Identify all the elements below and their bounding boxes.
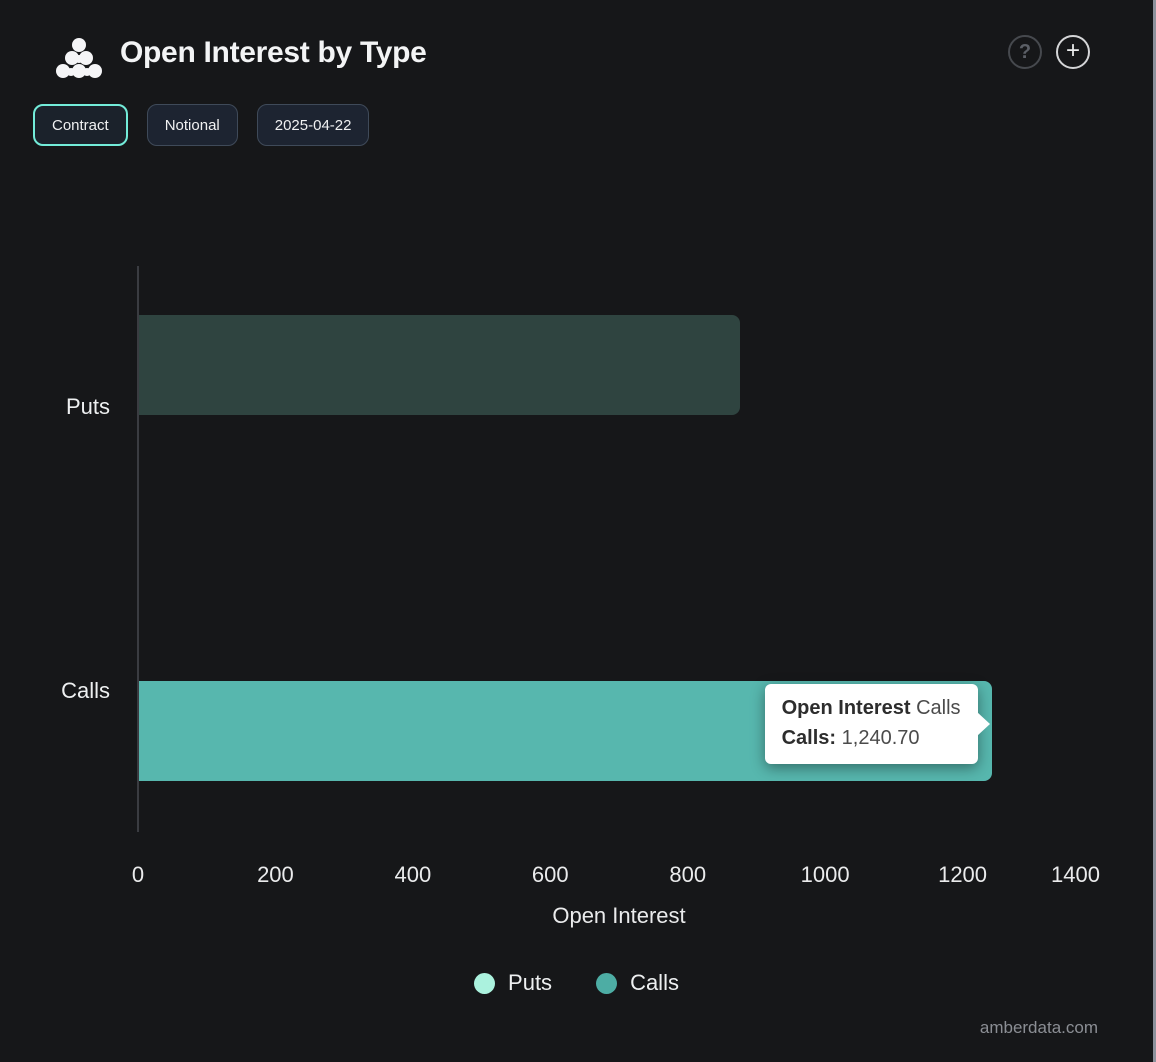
legend-item-puts[interactable]: Puts: [474, 970, 552, 996]
x-tick-600: 600: [531, 862, 569, 887]
toolbar-button-notional[interactable]: Notional: [146, 104, 238, 146]
page-title: Open Interest by Type: [120, 36, 427, 69]
legend-dot-calls: [596, 972, 618, 994]
x-tick-200: 200: [257, 862, 294, 887]
add-button[interactable]: +: [1056, 35, 1090, 69]
x-tick-800: 800: [669, 862, 707, 887]
x-tick-0: 0: [131, 862, 145, 887]
watermark: amberdata.com: [979, 1018, 1098, 1037]
y-axis-line: [137, 266, 139, 832]
tooltip-title: Open Interest Calls: [781, 697, 961, 719]
tooltip-value-row: Calls: 1,240.70: [781, 727, 920, 749]
x-tick-400: 400: [394, 862, 432, 887]
x-tick-1000: 1000: [800, 862, 850, 887]
amberdata-cluster-icon: [56, 38, 102, 78]
tooltip: Open Interest Calls Calls: 1,240.70: [764, 684, 990, 764]
x-axis-title: Open Interest: [552, 903, 686, 928]
legend-item-calls[interactable]: Calls: [596, 970, 679, 996]
toolbar-button-2025-04-22[interactable]: 2025-04-22: [256, 104, 370, 146]
plus-icon: +: [1065, 37, 1080, 64]
toolbar-button-contract[interactable]: Contract: [33, 104, 128, 146]
bar-puts[interactable]: [139, 315, 740, 415]
legend-dot-puts: [474, 972, 496, 994]
toolbar: Contract Notional 2025-04-22: [33, 104, 370, 146]
x-tick-1200: 1200: [938, 862, 988, 887]
legend-label: Calls: [630, 970, 679, 995]
y-axis-label-calls: Calls: [61, 678, 110, 703]
question-mark-icon: ?: [1018, 40, 1032, 63]
y-axis-label-puts: Puts: [65, 394, 110, 419]
help-button[interactable]: ?: [1008, 35, 1042, 69]
legend-label: Puts: [508, 970, 553, 995]
x-tick-1400: 1400: [1051, 862, 1100, 887]
chart-legend: Puts Calls: [0, 970, 1153, 996]
